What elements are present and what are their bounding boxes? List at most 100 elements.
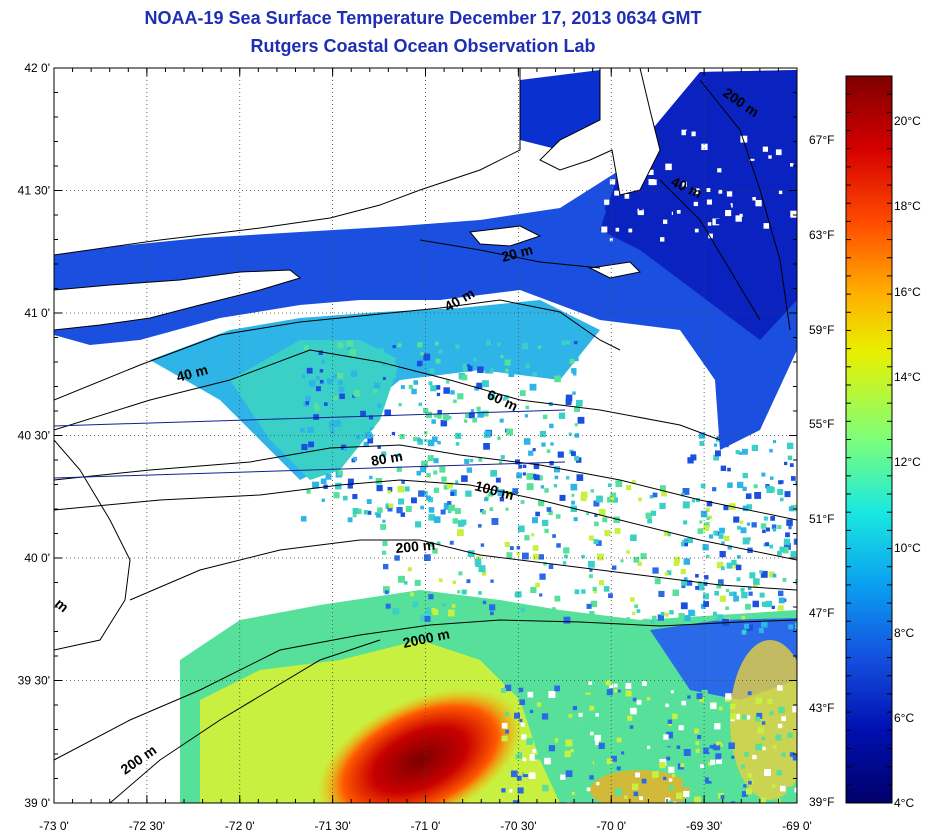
sst-pixel [769, 711, 774, 716]
sst-pixel [466, 364, 471, 369]
sst-pixel [614, 190, 620, 196]
sst-pixel [552, 607, 556, 611]
sst-pixel [786, 122, 792, 128]
sst-pixel [620, 559, 624, 563]
sst-pixel [383, 563, 389, 570]
sst-pixel [705, 507, 710, 512]
sst-pixel [398, 403, 402, 407]
sst-pixel [672, 713, 678, 719]
sst-pixel [522, 757, 527, 762]
sst-pixel [731, 559, 737, 566]
sst-pixel [505, 368, 509, 373]
sst-pixel [477, 366, 484, 373]
sst-pixel [462, 363, 467, 369]
sst-pixel [488, 492, 494, 497]
sst-pixel [718, 189, 723, 194]
sst-pixel [455, 480, 459, 484]
sst-pixel [783, 543, 791, 550]
sst-pixel [522, 342, 529, 349]
sst-pixel [382, 540, 388, 547]
sst-pixel [415, 521, 422, 528]
sst-pixel [790, 210, 797, 218]
sst-pixel [633, 791, 639, 797]
sst-pixel [491, 518, 499, 525]
sst-pixel [746, 624, 753, 631]
sst-pixel [558, 412, 566, 419]
sst-pixel [457, 590, 461, 594]
sst-pixel [576, 474, 584, 481]
sst-pixel [314, 406, 320, 412]
colorbar-celsius-label: 8°C [894, 626, 914, 640]
sst-pixel [697, 528, 704, 534]
sst-pixel [315, 386, 321, 392]
sst-pixel [683, 577, 688, 581]
sst-pixel [453, 399, 457, 404]
sst-pixel [532, 372, 537, 377]
sst-pixel [464, 459, 470, 464]
sst-pixel [649, 495, 654, 499]
sst-pixel [476, 406, 481, 411]
sst-pixel [680, 172, 687, 179]
sst-pixel [482, 410, 489, 417]
sst-pixel [789, 752, 795, 757]
lat-tick-label: 39 0' [24, 796, 50, 810]
sst-pixel [652, 567, 659, 574]
sst-pixel [691, 131, 696, 137]
sst-pixel [465, 413, 470, 418]
sst-pixel [387, 506, 393, 512]
sst-pixel [548, 691, 556, 698]
sst-pixel [301, 444, 308, 451]
sst-pixel [484, 367, 491, 374]
sst-pixel [505, 711, 509, 716]
sst-pixel [466, 579, 471, 584]
sst-pixel [337, 372, 344, 379]
sst-pixel [457, 393, 464, 400]
sst-pixel [495, 487, 499, 491]
sst-pixel [318, 449, 326, 457]
sst-pixel [794, 787, 797, 793]
sst-pixel [770, 476, 774, 480]
lat-tick-label: 40 0' [24, 551, 50, 565]
sst-pixel [435, 358, 441, 364]
sst-pixel [654, 721, 660, 727]
sst-pixel [698, 739, 703, 744]
sst-pixel [571, 791, 575, 795]
colorbar-celsius-label: 12°C [894, 455, 921, 469]
sst-pixel [789, 463, 794, 467]
sst-pixel [520, 390, 526, 396]
sst-pixel [571, 722, 576, 726]
sst-pixel [727, 467, 731, 472]
sst-pixel [539, 573, 546, 580]
sst-pixel [693, 188, 700, 194]
sst-pixel [433, 414, 437, 418]
sst-pixel [770, 516, 775, 521]
sst-pixel [533, 463, 540, 470]
sst-pixel [747, 691, 752, 696]
sst-pixel [615, 480, 623, 488]
sst-pixel [687, 457, 694, 464]
sst-pixel [724, 535, 730, 542]
sst-pixel [607, 483, 612, 487]
sst-pixel [652, 492, 658, 498]
sst-pixel [728, 742, 735, 749]
sst-pixel [474, 355, 480, 361]
sst-pixel [693, 201, 698, 207]
lon-tick-label: -71 0' [411, 819, 441, 833]
sst-pixel [642, 618, 650, 626]
sst-pixel [740, 135, 748, 143]
sst-pixel [437, 409, 442, 415]
sst-pixel [478, 524, 482, 528]
sst-pixel [565, 394, 573, 402]
axis-ticks [53, 67, 798, 804]
sst-pixel [586, 512, 590, 516]
sst-pixel [795, 622, 797, 629]
sst-pixel [574, 783, 581, 790]
sst-pixel [397, 485, 404, 493]
sst-pixel [397, 575, 405, 583]
sst-pixel [300, 427, 305, 433]
sst-pixel [494, 613, 501, 620]
sst-pixel [638, 233, 645, 240]
sst-pixel [746, 504, 752, 510]
sst-pixel [560, 774, 566, 780]
sst-pixel [613, 723, 620, 730]
